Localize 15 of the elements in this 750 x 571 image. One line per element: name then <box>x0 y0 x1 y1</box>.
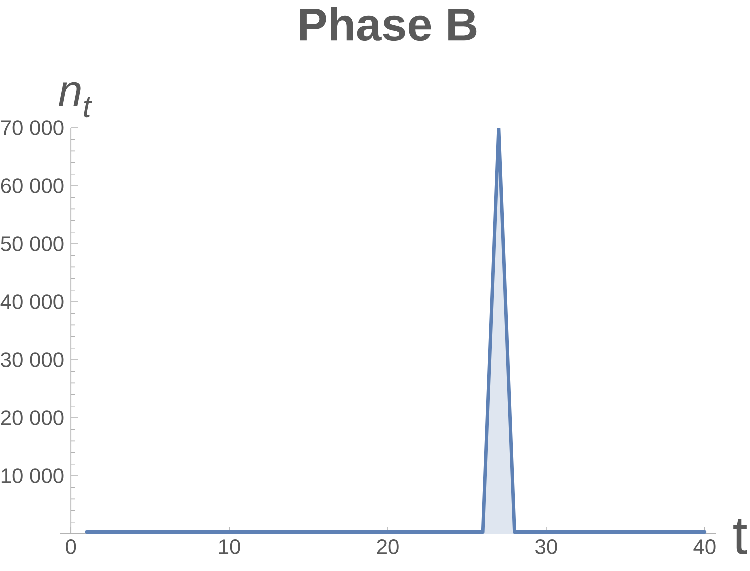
x-tick-label: 40 <box>694 540 716 554</box>
x-tick-label: 30 <box>536 540 558 554</box>
x-axis-title: t <box>734 519 748 555</box>
y-tick-label: 50 000 <box>1 236 64 252</box>
chart-title: Phase B <box>300 7 477 42</box>
y-tick-label: 60 000 <box>1 178 64 194</box>
y-tick-label: 20 000 <box>1 410 64 426</box>
x-tick-label: 20 <box>377 540 399 554</box>
y-tick-label: 10 000 <box>2 468 64 484</box>
x-tick-label: 10 <box>219 540 240 554</box>
y-tick-label: 70 000 <box>1 120 64 136</box>
y-tick-label: 40 000 <box>0 294 64 310</box>
y-tick-label: 30 000 <box>1 352 64 368</box>
y-axis-title: n$_{t}$ <box>59 82 92 118</box>
x-tick-label: 0 <box>66 540 76 554</box>
